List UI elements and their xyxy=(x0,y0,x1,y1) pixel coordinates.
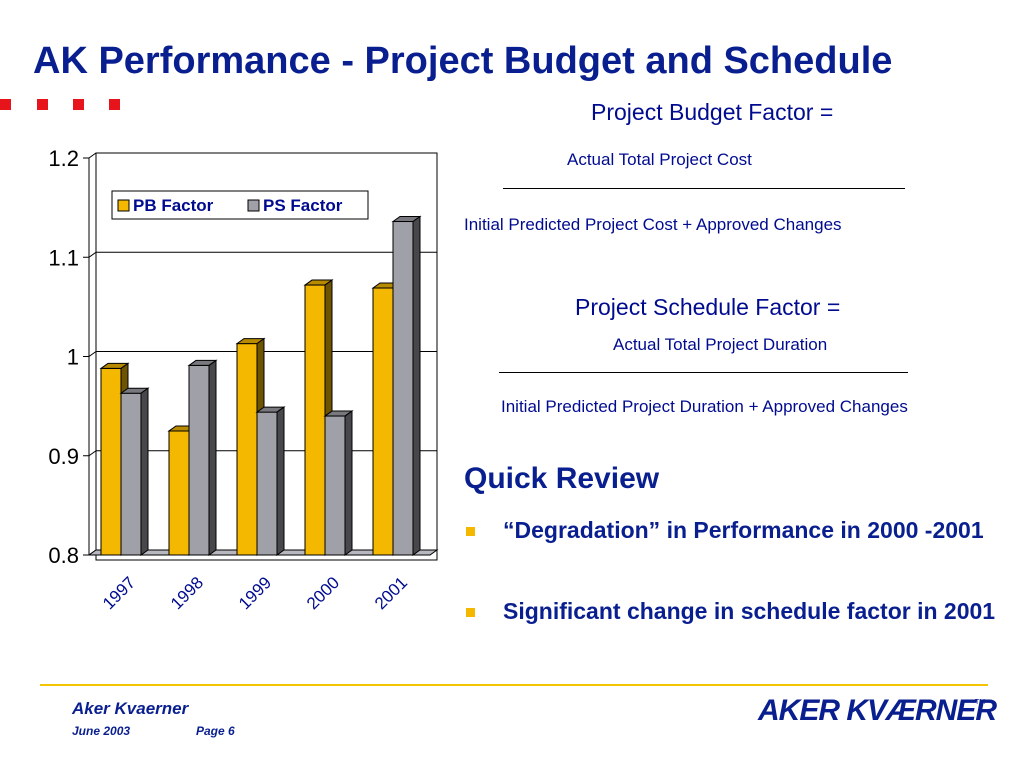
gridline-depth xyxy=(88,450,97,457)
review-bullet-text: Significant change in schedule factor in… xyxy=(503,598,996,624)
budget-factor-label: Project Budget Factor = xyxy=(591,99,834,125)
budget-fraction-rule xyxy=(503,188,905,189)
bar-ps-factor-2001 xyxy=(391,215,422,556)
review-bullet: “Degradation” in Performance in 2000 -20… xyxy=(464,512,1014,549)
bar-side xyxy=(140,387,149,556)
footer-page-number: Page 6 xyxy=(196,724,235,738)
bar-front xyxy=(120,392,142,556)
budget-numerator: Actual Total Project Cost xyxy=(567,150,752,169)
aker-kvaerner-logo: AKER KVÆRNER xyxy=(758,694,997,727)
x-tick-label: 1999 xyxy=(235,573,275,613)
gridline-depth xyxy=(88,251,97,258)
budget-denominator: Initial Predicted Project Cost + Approve… xyxy=(464,215,842,234)
legend-box xyxy=(111,190,369,220)
accent-square xyxy=(37,99,48,110)
y-tick-label: 0.8 xyxy=(48,543,79,568)
legend-swatch xyxy=(247,199,260,212)
bar-front xyxy=(236,343,258,556)
x-tick-label: 2000 xyxy=(303,573,343,613)
bar-front xyxy=(324,415,346,556)
schedule-denominator: Initial Predicted Project Duration + App… xyxy=(501,397,908,416)
y-tick-label: 1.1 xyxy=(48,245,79,270)
chart-bars xyxy=(99,215,422,556)
bullet-square-icon xyxy=(466,527,475,536)
bar-front xyxy=(168,430,190,556)
bar-ps-factor-2000 xyxy=(323,410,354,556)
bar-ps-factor-1999 xyxy=(255,406,286,556)
bar-front xyxy=(188,364,210,556)
footer-date: June 2003 xyxy=(72,724,131,738)
footer-divider xyxy=(40,684,988,686)
schedule-fraction-rule xyxy=(499,372,908,373)
y-tick-label: 1.2 xyxy=(48,146,79,171)
legend-label: PS Factor xyxy=(263,196,343,215)
y-tick-label: 0.9 xyxy=(48,444,79,469)
bar-side xyxy=(208,359,217,556)
x-tick-label: 1997 xyxy=(99,573,139,613)
schedule-numerator: Actual Total Project Duration xyxy=(613,335,828,354)
trademark-mark: TM xyxy=(975,699,986,706)
bar-front xyxy=(256,411,278,556)
bar-side xyxy=(412,215,421,556)
gridline-depth xyxy=(88,152,97,159)
slide-title: AK Performance - Project Budget and Sche… xyxy=(33,40,893,82)
bar-front xyxy=(304,284,326,556)
bar-front xyxy=(372,287,394,556)
x-tick-label: 2001 xyxy=(371,573,411,613)
x-tick-label: 1998 xyxy=(167,573,207,613)
chart-legend: PB Factor PS Factor xyxy=(111,190,369,220)
quick-review-heading: Quick Review xyxy=(464,462,660,495)
y-tick-label: 1 xyxy=(67,345,79,370)
bar-side xyxy=(276,406,285,556)
bullet-square-icon xyxy=(466,608,475,617)
factor-bar-chart: 0.8 0.9 1 1.1 1.2 1997 1998 1999 2000 2001 PB Fac… xyxy=(48,146,439,613)
schedule-factor-label: Project Schedule Factor = xyxy=(575,294,841,320)
bar-front xyxy=(100,367,122,556)
review-bullet-text: “Degradation” in Performance in 2000 -20… xyxy=(503,517,984,543)
legend-label: PB Factor xyxy=(133,196,214,215)
accent-square xyxy=(109,99,120,110)
accent-square xyxy=(73,99,84,110)
legend-swatch xyxy=(117,199,130,212)
gridline-depth xyxy=(88,351,97,357)
bar-front xyxy=(392,221,414,556)
review-bullet: Significant change in schedule factor in… xyxy=(464,593,1014,630)
accent-square xyxy=(0,99,11,110)
bar-side xyxy=(344,410,353,556)
footer-company: Aker Kvaerner xyxy=(72,699,189,718)
bar-ps-factor-1997 xyxy=(119,387,150,556)
bar-ps-factor-1998 xyxy=(187,359,218,556)
